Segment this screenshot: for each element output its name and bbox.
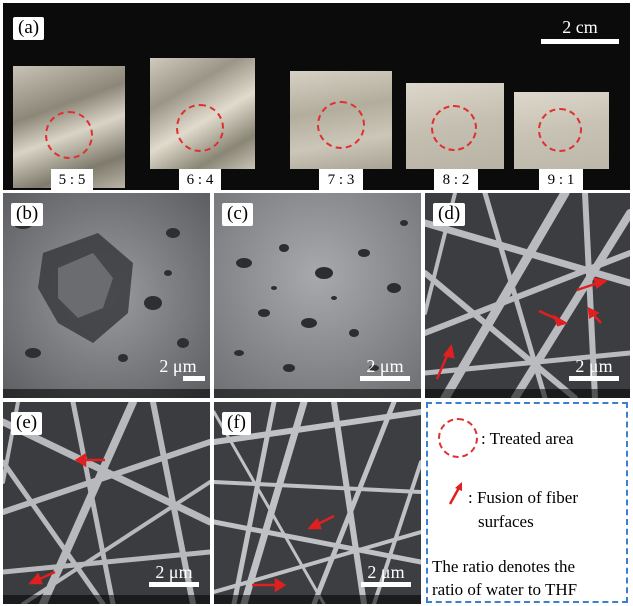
panel-e-scale-label: 2 μm	[155, 562, 193, 582]
panel-b-sem: (b) 2 μm	[3, 193, 210, 398]
sample-membrane-8-2	[406, 83, 504, 169]
panel-e-tag: (e)	[11, 412, 43, 435]
sample-label: 6 : 4	[179, 169, 221, 190]
legend-ratio-note-line2: ratio of water to THF	[432, 580, 578, 599]
panel-f-scale-bar: 2 μm	[357, 562, 415, 587]
legend-fusion-label-line1: : Fusion of fiber	[468, 488, 579, 507]
legend-box: : Treated area : Fusion of fiber surface…	[426, 402, 628, 603]
sample-membrane-5-5	[13, 66, 125, 188]
panel-b-texture	[3, 193, 210, 398]
panel-a-scale-label: 2 cm	[562, 17, 598, 37]
sem-info-bar	[3, 595, 210, 604]
panel-f-tag: (f)	[222, 412, 251, 435]
sem-info-bar	[425, 389, 630, 398]
panel-a-scale-bar: 2 cm	[540, 17, 620, 44]
panel-d-tag: (d)	[433, 203, 466, 226]
sem-info-bar	[3, 389, 210, 398]
treated-area-circle	[317, 101, 365, 149]
panel-d-sem: (d) 2 μm	[425, 193, 630, 398]
treated-area-circle	[431, 105, 477, 151]
legend-fusion-label-line2: surfaces	[478, 512, 534, 531]
panel-e-scale-bar: 2 μm	[145, 562, 203, 587]
panel-b-scale-bar: 2 μm	[153, 356, 205, 381]
sample-label: 5 : 5	[51, 169, 93, 190]
panel-d-fibers	[425, 193, 630, 398]
legend-treated-area-circle	[438, 418, 478, 458]
panel-f-scale-label: 2 μm	[367, 562, 405, 582]
sem-info-bar	[214, 389, 421, 398]
sem-info-bar	[214, 595, 421, 604]
panel-d-scale-bar: 2 μm	[565, 356, 623, 381]
treated-area-circle	[176, 104, 224, 152]
panel-a-photo: (a) 2 cm 5 : 5 6 : 4 7 : 3 8 : 2 9 : 1	[3, 3, 630, 190]
panel-f-fibers	[214, 402, 421, 604]
legend-ratio-note-line1: The ratio denotes the	[432, 557, 576, 576]
panel-b-tag: (b)	[11, 203, 44, 226]
sample-label: 8 : 2	[434, 169, 478, 190]
legend-treated-area-label: : Treated area	[481, 429, 574, 448]
panel-a-tag: (a)	[13, 17, 45, 40]
panel-d-scale-label: 2 μm	[575, 356, 613, 376]
sample-membrane-9-1	[514, 92, 609, 169]
panel-c-sem: (c) 2 μm	[214, 193, 421, 398]
sample-membrane-6-4	[150, 58, 255, 169]
panel-c-tag: (c)	[222, 203, 254, 226]
treated-area-circle	[538, 108, 582, 152]
panel-c-scale-bar: 2 μm	[356, 356, 414, 381]
panel-e-fibers	[3, 402, 210, 604]
sample-label: 9 : 1	[539, 169, 583, 190]
sample-label: 7 : 3	[319, 169, 363, 190]
panel-c-scale-label: 2 μm	[366, 356, 404, 376]
panel-b-scale-label: 2 μm	[159, 356, 197, 376]
legend-fusion-arrow-icon	[448, 482, 462, 505]
sample-membrane-7-3	[290, 71, 392, 169]
panel-f-sem: (f) 2 μm	[214, 402, 421, 604]
panel-e-sem: (e) 2 μm	[3, 402, 210, 604]
panel-c-texture	[214, 193, 421, 398]
treated-area-circle	[45, 111, 93, 159]
